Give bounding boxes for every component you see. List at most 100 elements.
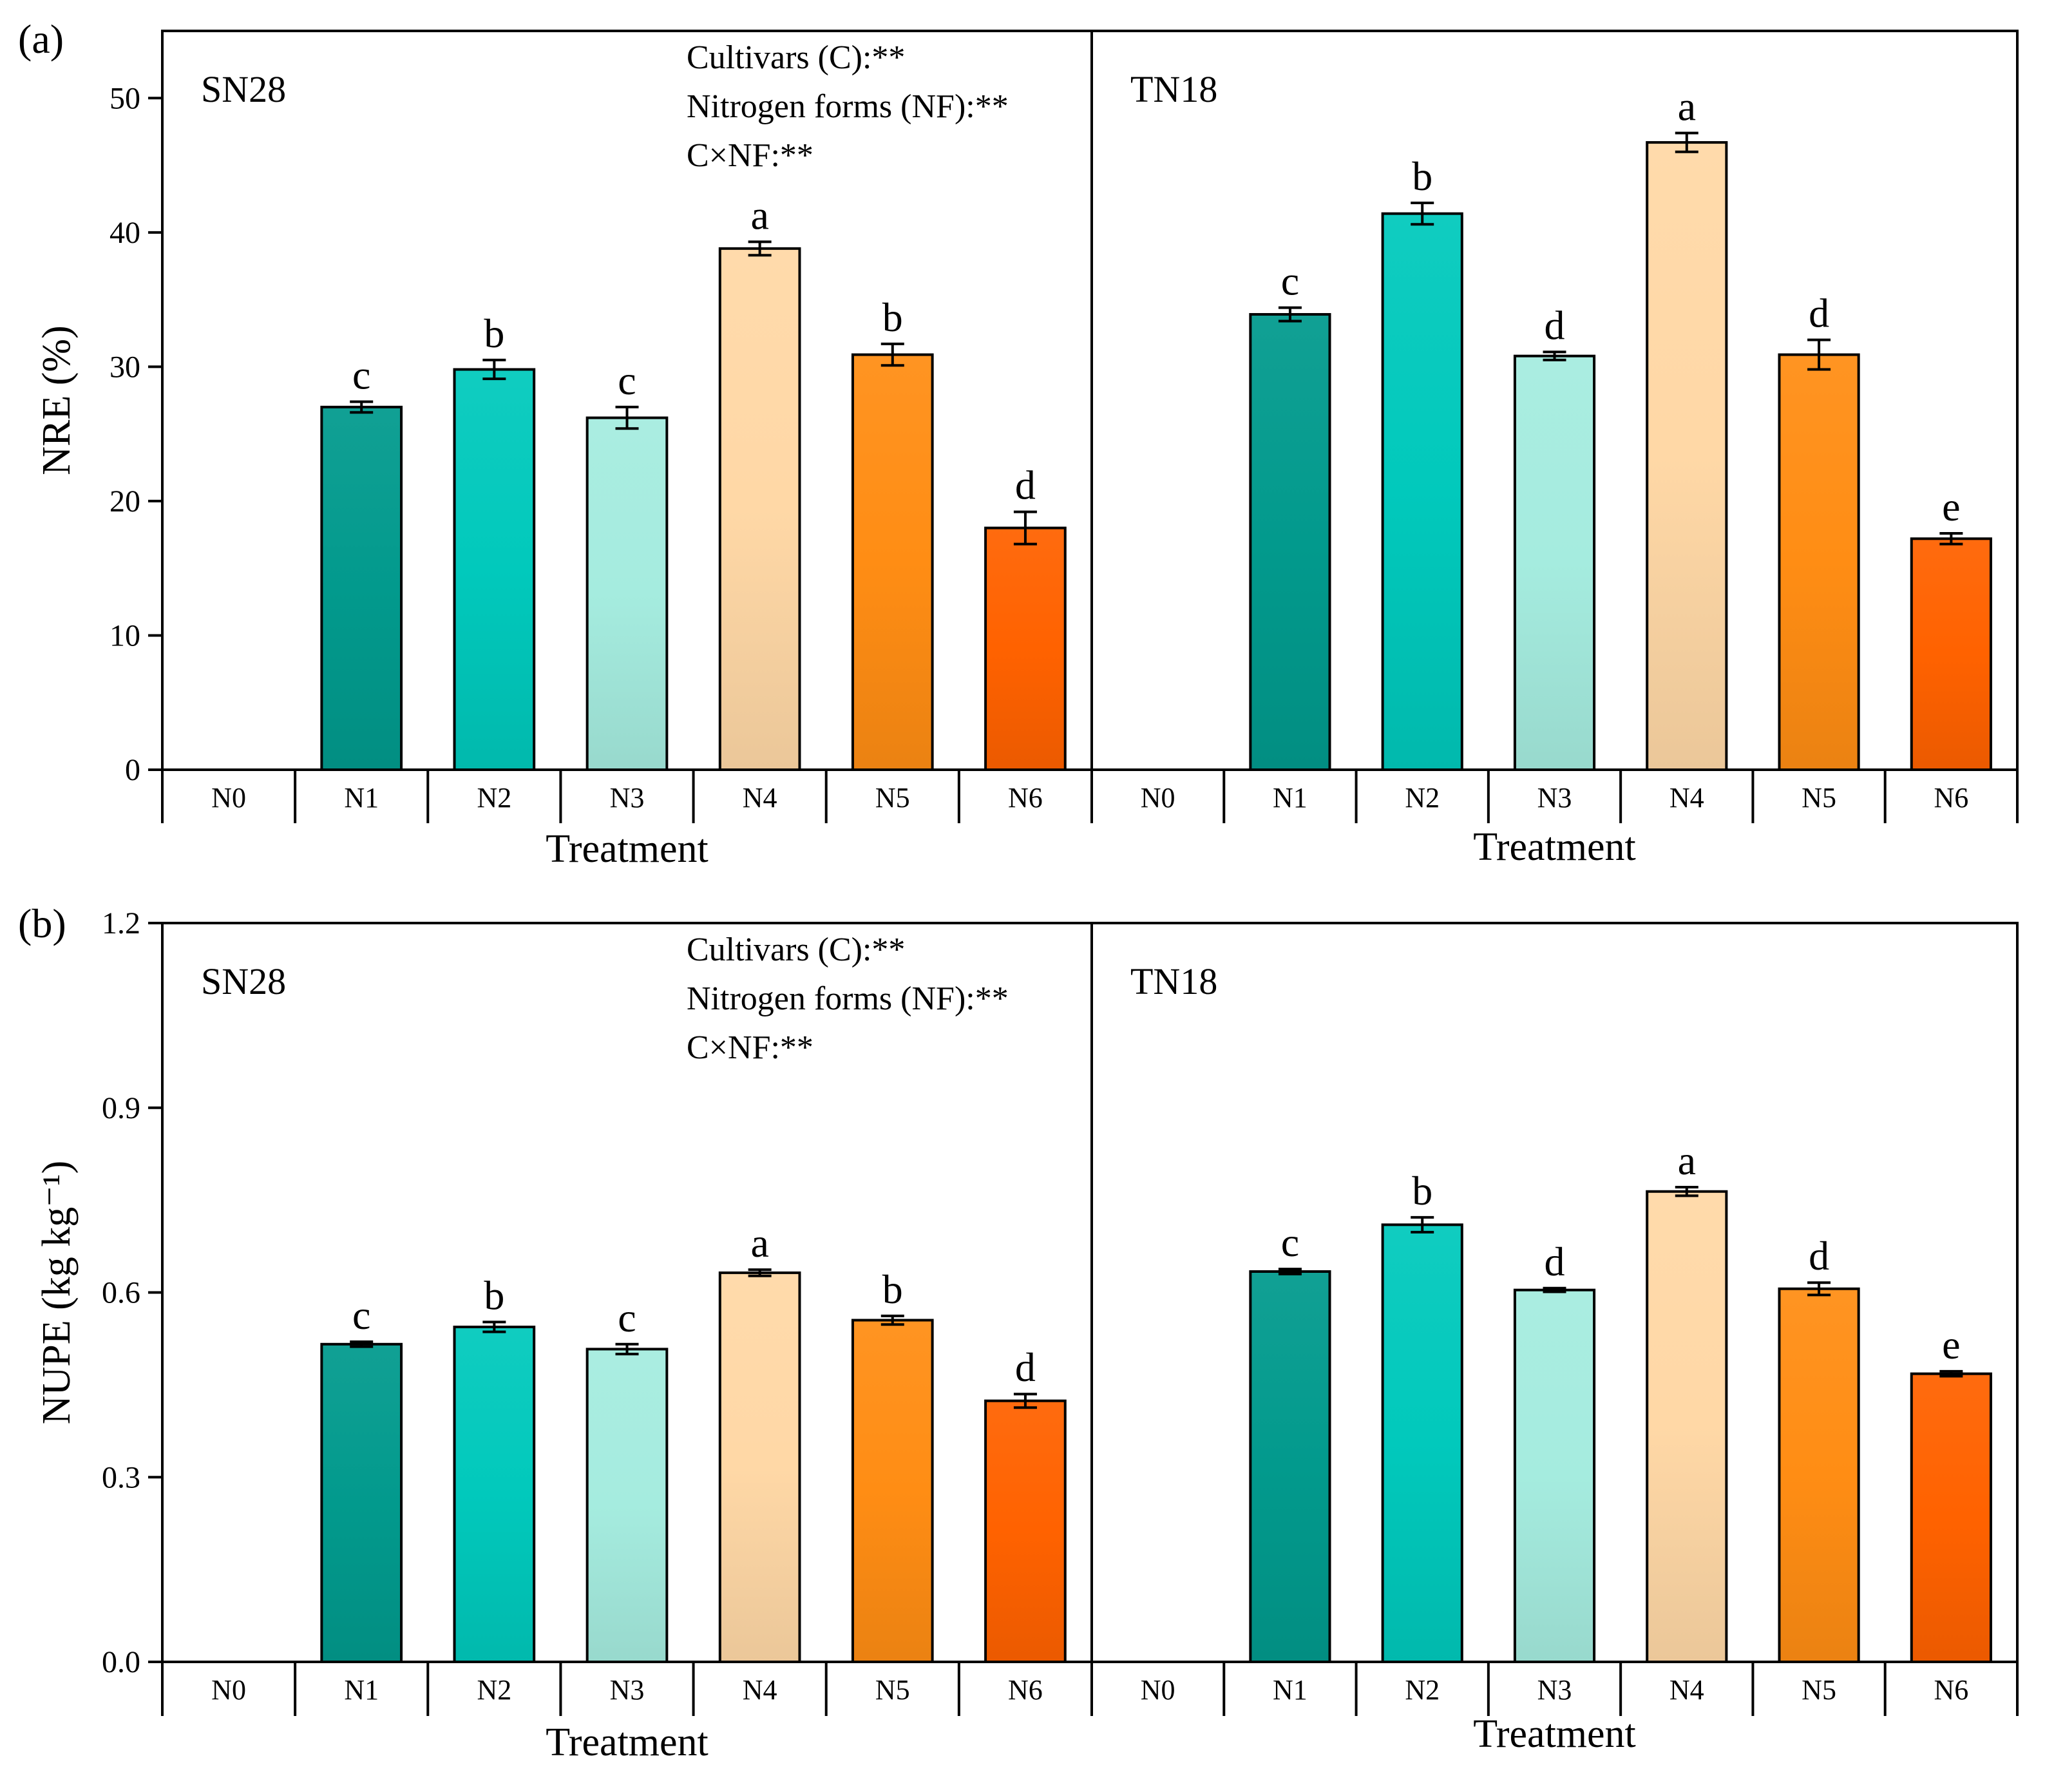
nupe-sn28-bar-n5 <box>851 1319 934 1663</box>
nupe-category-label: N6 <box>1934 1674 1968 1706</box>
nupe-category-label: N5 <box>1802 1674 1836 1706</box>
nre-category-label: N6 <box>1934 782 1968 814</box>
nre-category-label: N3 <box>1537 782 1572 814</box>
nre-category-label: N4 <box>743 782 777 814</box>
nre-sn28-bar-n6 <box>984 526 1067 771</box>
nupe-tn18-bar-n2 <box>1381 1223 1463 1663</box>
nre-category-label: N4 <box>1669 782 1704 814</box>
nupe-significance-letter: d <box>1809 1233 1829 1279</box>
nre-ytick-label: 50 <box>109 81 140 115</box>
nre-stat-label: C×NF:** <box>687 137 813 174</box>
nupe-tn18-bar-n5 <box>1778 1287 1860 1663</box>
nre-significance-letter: b <box>1412 153 1432 199</box>
nupe-significance-letter: b <box>1412 1168 1432 1214</box>
nupe-tn18-bar-n4 <box>1646 1190 1728 1663</box>
nupe-plot-frame <box>161 922 2019 1663</box>
nupe-ytick-label: 0.3 <box>102 1460 140 1494</box>
nre-significance-letter: d <box>1015 462 1036 508</box>
nre-category-label: N0 <box>211 782 246 814</box>
nupe-stat-label: Nitrogen forms (NF):** <box>687 980 1009 1017</box>
nre-tn18-bar-n6 <box>1910 537 1992 771</box>
nre-significance-letter: a <box>1678 83 1696 129</box>
nupe-category-label: N6 <box>1008 1674 1043 1706</box>
nre-y-axis-title: NRE (%) <box>35 325 79 475</box>
nupe-ytick-label: 1.2 <box>102 906 140 940</box>
nre-cultivar-label: TN18 <box>1130 68 1217 110</box>
nupe-sn28-bar-n2 <box>453 1326 536 1663</box>
nre-significance-letter: c <box>1281 258 1299 304</box>
nre-ytick-label: 40 <box>109 216 140 250</box>
nre-category-label: N2 <box>1405 782 1440 814</box>
nupe-sn28-bar-n3 <box>585 1348 669 1664</box>
nupe-x-axis-title: Treatment <box>546 1721 709 1764</box>
nre-category-label: N3 <box>610 782 645 814</box>
nre-cultivar-label: SN28 <box>201 68 286 110</box>
nre-tn18-bar-n3 <box>1513 354 1596 771</box>
nupe-category-label: N3 <box>1537 1674 1572 1706</box>
nupe-category-label: N1 <box>1273 1674 1308 1706</box>
nre-significance-letter: a <box>750 192 768 238</box>
nupe-ytick-label: 0.0 <box>102 1645 140 1679</box>
nupe-category-label: N1 <box>344 1674 379 1706</box>
nre-x-axis-title: Treatment <box>546 827 709 871</box>
nupe-category-label: N3 <box>610 1674 645 1706</box>
nupe-y-axis-title: NUPE (kg kg⁻¹) <box>35 1161 79 1425</box>
nupe-stat-label: Cultivars (C):** <box>687 931 905 968</box>
nre-significance-letter: c <box>618 357 636 403</box>
nupe-significance-letter: d <box>1545 1239 1565 1284</box>
nre-sn28-bar-n4 <box>718 247 801 771</box>
nupe-significance-letter: d <box>1015 1344 1036 1390</box>
nre-significance-letter: c <box>352 352 370 398</box>
nupe-significance-letter: c <box>352 1292 370 1338</box>
nre-significance-letter: d <box>1545 302 1565 348</box>
nre-panel-letter: (a) <box>18 16 64 62</box>
nupe-ytick-label: 0.9 <box>102 1091 140 1125</box>
nre-sn28-bar-n5 <box>851 353 934 771</box>
nupe-sn28-bar-n1 <box>320 1342 403 1664</box>
nre-plot-frame <box>161 30 2019 771</box>
nre-tn18-bar-n4 <box>1646 141 1728 772</box>
nupe-tn18-bar-n3 <box>1513 1288 1596 1663</box>
nupe-x-axis-title: Treatment <box>1473 1712 1636 1756</box>
nupe-category-label: N5 <box>875 1674 910 1706</box>
nupe-category-label: N4 <box>743 1674 777 1706</box>
nre-category-label: N5 <box>875 782 910 814</box>
nre-tn18-bar-n1 <box>1249 313 1331 772</box>
nupe-sn28-bar-n4 <box>718 1271 801 1663</box>
nre-ytick-label: 10 <box>109 618 140 653</box>
nre-significance-letter: d <box>1809 291 1829 336</box>
nupe-cultivar-label: SN28 <box>201 960 286 1002</box>
nupe-tn18-bar-n1 <box>1249 1270 1331 1664</box>
nre-sn28-bar-n2 <box>453 368 536 771</box>
nre-category-label: N2 <box>477 782 511 814</box>
nre-ytick-label: 20 <box>109 484 140 519</box>
nupe-ytick-label: 0.6 <box>102 1276 140 1310</box>
nupe-category-label: N2 <box>477 1674 511 1706</box>
nupe-stat-label: C×NF:** <box>687 1029 813 1066</box>
nre-category-label: N1 <box>344 782 379 814</box>
nre-stat-label: Cultivars (C):** <box>687 39 905 76</box>
nupe-category-label: N0 <box>211 1674 246 1706</box>
nupe-significance-letter: e <box>1942 1322 1960 1368</box>
nre-x-axis-title: Treatment <box>1473 825 1636 869</box>
nre-tn18-bar-n2 <box>1381 212 1463 771</box>
nupe-category-label: N0 <box>1141 1674 1175 1706</box>
nre-ytick-label: 0 <box>125 753 140 787</box>
nre-category-label: N1 <box>1273 782 1308 814</box>
nre-category-label: N6 <box>1008 782 1043 814</box>
nupe-tn18-bar-n6 <box>1910 1372 1992 1663</box>
nre-significance-letter: b <box>882 294 903 340</box>
nre-category-label: N0 <box>1141 782 1175 814</box>
nre-sn28-bar-n3 <box>585 416 669 771</box>
nre-category-label: N5 <box>1802 782 1836 814</box>
nupe-sn28-bar-n6 <box>984 1399 1067 1663</box>
nre-sn28-bar-n1 <box>320 405 403 771</box>
nre-tn18-bar-n5 <box>1778 353 1860 771</box>
nupe-panel-letter: (b) <box>18 901 66 946</box>
nupe-significance-letter: c <box>618 1295 636 1340</box>
nupe-significance-letter: a <box>1678 1138 1696 1183</box>
nupe-significance-letter: b <box>484 1272 504 1318</box>
nupe-category-label: N2 <box>1405 1674 1440 1706</box>
nupe-significance-letter: a <box>750 1220 768 1266</box>
